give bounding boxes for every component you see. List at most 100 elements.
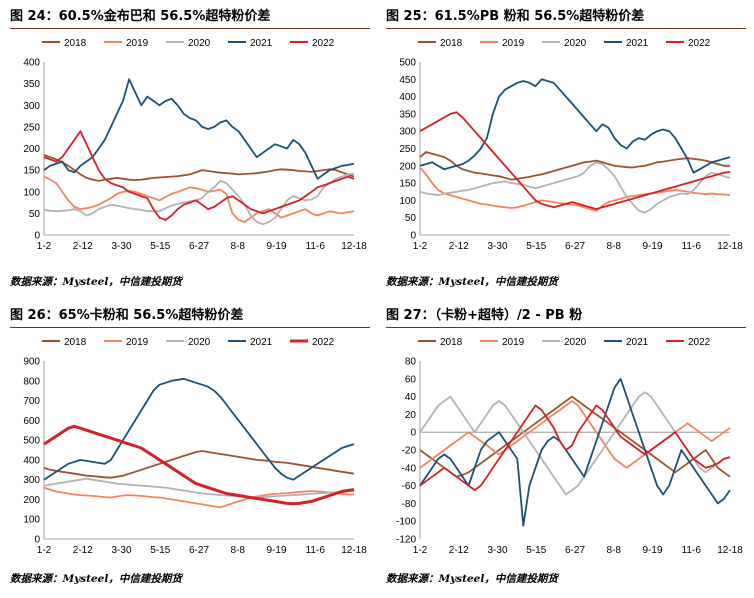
series-line-2021 (43, 377, 355, 481)
series-line-2018 (419, 395, 731, 478)
x-tick-label: 1-2 (413, 241, 428, 252)
legend-label-2021: 2021 (626, 38, 649, 49)
y-tick-label: 200 (399, 161, 416, 172)
x-tick-label: 2-12 (449, 545, 469, 556)
legend: 2018 2019 2020 2021 2022 (42, 337, 335, 348)
y-tick-label: 150 (399, 179, 416, 190)
legend-label-2018: 2018 (64, 38, 87, 49)
chart-title: 图 25：61.5%PB 粉和 56.5%超特粉价差 (386, 6, 746, 29)
series-line-2022 (419, 111, 731, 211)
x-tick-label: 5-15 (526, 241, 546, 252)
series-line-2019 (419, 166, 731, 212)
y-tick-label: 450 (399, 75, 416, 86)
source-note: 数据来源：Mysteel，中信建投期货 (10, 573, 182, 585)
y-axis: 0 50 100 150 200 250 300 350 400 (23, 58, 45, 242)
y-tick-label: 0 (34, 535, 40, 546)
chart-title: 图 27：（卡粉+超特）/2 - PB 粉 (386, 305, 746, 328)
x-tick-label: 3-30 (111, 545, 131, 556)
y-tick-label: 900 (23, 357, 40, 368)
y-axis: 0 100 200 300 400 500 600 700 800 900 (23, 357, 45, 546)
x-axis: 1-2 2-12 3-30 5-15 6-27 8-8 9-19 11-6 12-18 (413, 241, 743, 252)
x-tick-label: 12-18 (717, 545, 743, 556)
series-line-2022 (419, 404, 731, 492)
y-tick-label: 600 (23, 416, 40, 427)
legend-label-2018: 2018 (440, 337, 463, 348)
x-tick-label: 6-27 (565, 241, 585, 252)
y-tick-label: 40 (405, 392, 417, 403)
source-note: 数据来源：Mysteel，中信建投期货 (386, 276, 558, 288)
legend-label-2020: 2020 (564, 337, 587, 348)
source-note: 数据来源：Mysteel，中信建投期货 (386, 573, 558, 585)
legend: 2018 2019 2020 2021 2022 (418, 337, 711, 348)
y-tick-label: -120 (396, 535, 416, 546)
x-tick-label: 6-27 (189, 545, 209, 556)
y-tick-label: 200 (23, 495, 40, 506)
series-line-2019 (43, 175, 355, 223)
x-tick-label: 12-18 (341, 241, 367, 252)
y-tick-label: 350 (399, 109, 416, 120)
y-tick-label: 0 (410, 231, 416, 242)
x-tick-label: 6-27 (189, 241, 209, 252)
series-line-2020 (43, 477, 355, 499)
x-tick-label: 11-6 (306, 545, 326, 556)
x-tick-label: 2-12 (73, 545, 93, 556)
y-tick-label: 400 (23, 455, 40, 466)
legend: 2018 2019 2020 2021 2022 (42, 38, 335, 49)
series-line-2019 (43, 486, 355, 509)
legend-label-2019: 2019 (502, 337, 525, 348)
y-tick-label: 100 (23, 515, 40, 526)
y-tick-label: 0 (410, 428, 416, 439)
x-tick-label: 9-19 (266, 241, 286, 252)
chart-title: 图 26：65%卡粉和 56.5%超特粉价差 (10, 305, 370, 328)
x-tick-label: 11-6 (682, 241, 702, 252)
x-tick-label: 5-15 (526, 545, 546, 556)
y-tick-label: 60 (405, 374, 417, 385)
x-tick-label: 12-18 (341, 545, 367, 556)
y-tick-label: 50 (29, 209, 41, 220)
legend-label-2022: 2022 (688, 38, 711, 49)
legend-label-2019: 2019 (126, 38, 149, 49)
y-tick-label: -60 (402, 481, 417, 492)
y-tick-label: 200 (23, 144, 40, 155)
legend-label-2018: 2018 (64, 337, 87, 348)
x-tick-label: 2-12 (73, 241, 93, 252)
series-line-2020 (419, 161, 731, 214)
legend-label-2020: 2020 (564, 38, 587, 49)
y-tick-label: 50 (405, 213, 417, 224)
x-tick-label: 5-15 (150, 545, 170, 556)
x-tick-label: 12-18 (717, 241, 743, 252)
y-tick-label: 250 (399, 144, 416, 155)
legend: 2018 2019 2020 2021 2022 (418, 38, 711, 49)
line-chart: 2018 2019 2020 2021 2022 0 50 100 150 200 250 300 35… (23, 38, 367, 252)
x-tick-label: 6-27 (565, 545, 585, 556)
y-tick-label: 0 (34, 231, 40, 242)
legend-label-2019: 2019 (126, 337, 149, 348)
legend-label-2022: 2022 (312, 38, 335, 49)
y-tick-label: 20 (405, 410, 417, 421)
x-tick-label: 1-2 (37, 545, 52, 556)
y-axis: -120 -100 -80 -60 -40 -20 0 20 40 60 80 (396, 357, 421, 546)
y-tick-label: 500 (23, 436, 40, 447)
x-tick-label: 1-2 (37, 241, 52, 252)
x-tick-label: 5-15 (150, 241, 170, 252)
y-tick-label: 700 (23, 396, 40, 407)
y-tick-label: 300 (399, 127, 416, 138)
y-tick-label: -100 (396, 517, 416, 528)
y-tick-label: 500 (399, 58, 416, 69)
y-tick-label: 80 (405, 357, 417, 368)
x-tick-label: 3-30 (487, 545, 507, 556)
legend-label-2019: 2019 (502, 38, 525, 49)
legend-label-2022: 2022 (312, 337, 335, 348)
y-tick-label: 400 (23, 58, 40, 69)
legend-label-2020: 2020 (188, 337, 211, 348)
x-tick-label: 8-8 (607, 545, 622, 556)
series-line-2018 (43, 450, 355, 479)
y-tick-label: 150 (23, 166, 40, 177)
series-line-2018 (419, 151, 730, 181)
chart-title: 图 24：60.5%金布巴和 56.5%超特粉价差 (10, 6, 370, 29)
series-line-2018 (43, 154, 355, 182)
series-line-2022 (43, 130, 355, 221)
x-tick-label: 9-19 (642, 241, 662, 252)
y-tick-label: 100 (23, 187, 40, 198)
line-chart: 2018 2019 2020 2021 2022 0 50 100 150 200 250 300 35… (399, 38, 743, 252)
